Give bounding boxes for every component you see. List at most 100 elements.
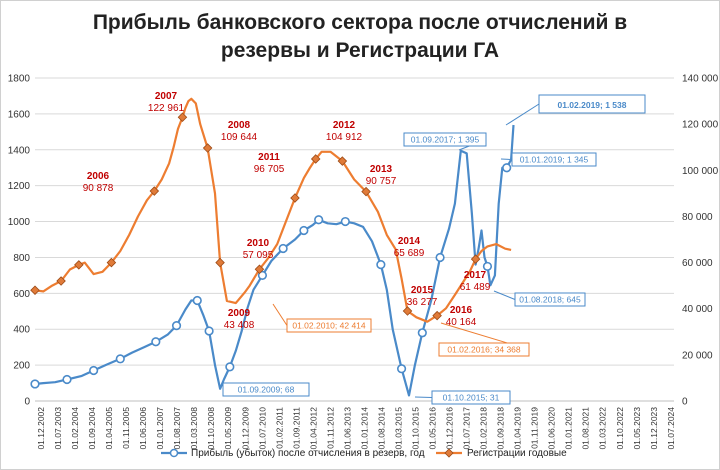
callout-leader — [414, 396, 433, 398]
y-right-tick-label: 80 000 — [682, 212, 713, 223]
callout-box — [286, 318, 372, 333]
x-tick-label: 01.08.2014 — [376, 407, 386, 450]
profit-marker — [396, 364, 407, 374]
x-tick-label: 01.02.2011 — [274, 407, 284, 449]
profit-marker — [417, 328, 427, 338]
y-right-tick-label: 40 000 — [682, 304, 713, 315]
y-left-tick-label: 400 — [13, 325, 30, 336]
x-tick-label: 01.01.2021 — [564, 407, 574, 450]
x-tick-label: 01.06.2020 — [547, 407, 557, 450]
x-tick-label: 01.03.2022 — [598, 407, 608, 450]
y-right-tick-label: 20 000 — [682, 350, 713, 361]
callout-label: 01.01.2019; 1 345 — [520, 155, 589, 165]
callout-box — [431, 390, 511, 405]
registration-marker — [337, 156, 348, 166]
x-tick-label: 01.12.2023 — [649, 407, 659, 450]
year-label: 2010 — [247, 238, 270, 249]
year-value-label: 109 644 — [221, 132, 258, 143]
profit-marker — [151, 337, 161, 347]
x-tick-label: 01.03.2008 — [189, 407, 199, 450]
registration-marker — [106, 257, 117, 268]
x-tick-label: 01.08.2021 — [581, 407, 591, 450]
year-value-label: 36 277 — [407, 297, 438, 308]
x-tick-label: 01.12.2009 — [240, 407, 250, 450]
year-value-label: 122 961 — [148, 103, 185, 114]
year-value-label: 90 757 — [366, 176, 397, 187]
profit-marker — [225, 362, 235, 372]
x-tick-label: 01.05.2016 — [428, 407, 438, 450]
x-tick-label: 01.09.2018 — [496, 407, 506, 450]
x-tick-label: 01.11.2005 — [121, 407, 131, 449]
x-tick-label: 01.09.2011 — [291, 407, 301, 449]
registration-marker — [432, 310, 442, 321]
x-tick-label: 01.07.2017 — [462, 407, 472, 450]
y-left-tick-label: 600 — [13, 289, 30, 300]
year-value-label: 96 705 — [254, 164, 285, 175]
y-right-tick-label: 100 000 — [682, 166, 719, 177]
x-tick-label: 01.05.2009 — [223, 407, 233, 450]
profit-marker — [278, 243, 288, 254]
year-label: 2014 — [398, 236, 421, 247]
year-label: 2006 — [87, 171, 110, 182]
callout-box — [514, 292, 586, 307]
x-tick-label: 01.05.2023 — [632, 407, 642, 450]
year-label: 2008 — [228, 120, 251, 131]
x-tick-label: 01.01.2014 — [359, 407, 369, 450]
legend-registrations-label: Регистрации годовые — [467, 448, 567, 459]
x-tick-label: 01.04.2012 — [308, 407, 318, 450]
profit-marker — [299, 225, 309, 236]
callout-label: 01.08.2018; 645 — [519, 295, 581, 305]
registration-marker — [30, 285, 40, 296]
year-label: 2016 — [450, 305, 473, 316]
registration-marker — [310, 154, 321, 164]
profit-marker — [192, 295, 202, 306]
callout-box — [511, 152, 597, 167]
year-label: 2011 — [258, 152, 280, 163]
profit-marker — [435, 252, 445, 263]
profit-marker — [314, 215, 324, 225]
profit-marker — [340, 216, 350, 227]
x-tick-label: 01.07.2010 — [257, 407, 267, 450]
callout-label: 01.10.2015; 31 — [443, 393, 500, 403]
callout-label: 01.09.2017; 1 395 — [411, 135, 480, 145]
registration-marker — [177, 112, 188, 122]
x-tick-label: 01.02.2018 — [479, 407, 489, 450]
x-tick-label: 01.09.2004 — [87, 407, 97, 450]
year-value-label: 104 912 — [326, 132, 363, 143]
chart-title-line2: резервы и Регистрации ГА — [221, 39, 499, 62]
year-value-label: 90 878 — [83, 183, 114, 194]
year-label: 2007 — [155, 91, 178, 102]
profit-marker — [502, 163, 512, 173]
registration-marker — [361, 186, 371, 197]
registration-marker — [56, 276, 66, 286]
profit-marker — [30, 379, 40, 389]
year-value-label: 61 489 — [460, 282, 491, 293]
year-value-label: 57 095 — [243, 250, 274, 261]
profit-marker — [89, 365, 99, 376]
profit-marker — [482, 261, 493, 272]
profit-marker — [257, 270, 268, 280]
x-tick-label: 01.12.2016 — [445, 407, 455, 450]
y-right-tick-label: 60 000 — [682, 258, 713, 269]
year-value-label: 43 408 — [224, 320, 255, 331]
y-right-tick-label: 120 000 — [682, 120, 719, 131]
registration-marker — [470, 254, 481, 264]
legend-profit-marker — [169, 448, 179, 458]
registration-marker — [215, 257, 225, 268]
callout-leader — [493, 290, 516, 300]
registration-marker — [254, 264, 265, 275]
y-left-tick-label: 1600 — [8, 109, 31, 120]
registration-marker — [402, 306, 413, 316]
x-tick-label: 01.06.2013 — [342, 407, 352, 450]
callout-label: 01.02.2010; 42 414 — [292, 321, 366, 331]
callout-label: 01.09.2009; 68 — [238, 385, 295, 395]
callout-box — [538, 94, 646, 114]
registrations-series-line — [34, 97, 512, 323]
profit-marker — [204, 326, 214, 336]
y-left-tick-label: 1400 — [8, 145, 31, 156]
year-value-label: 65 689 — [394, 248, 425, 259]
registration-marker — [74, 260, 84, 270]
year-label: 2015 — [411, 285, 434, 296]
